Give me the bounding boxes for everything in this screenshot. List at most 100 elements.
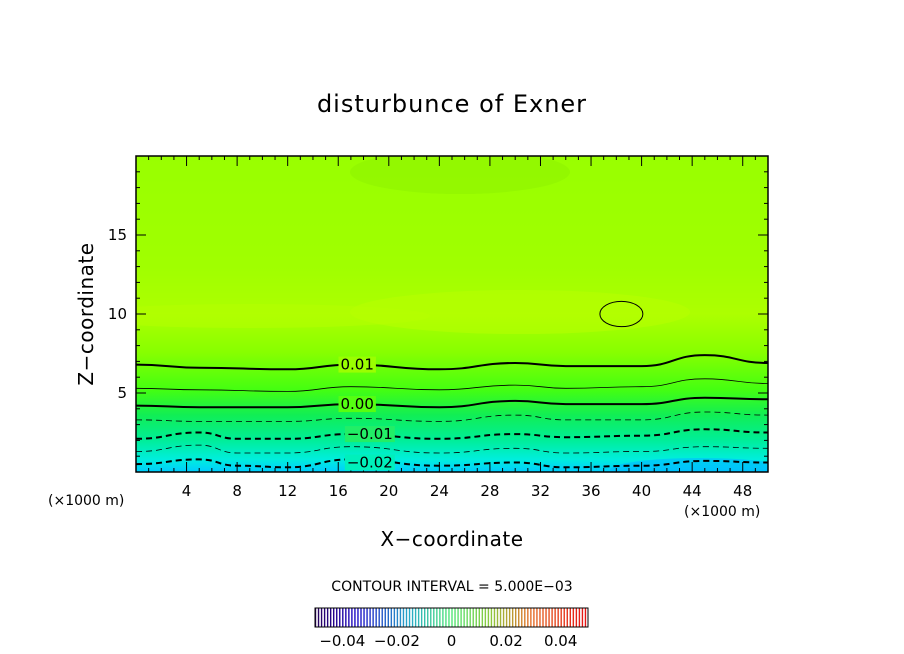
colorbar-cell <box>545 608 549 627</box>
colorbar-cell <box>469 608 473 627</box>
colorbar-cell <box>393 608 397 627</box>
colorbar-cell <box>427 608 431 627</box>
colorbar-cell <box>333 608 337 627</box>
colorbar-cell <box>330 608 334 627</box>
colorbar-cell <box>563 608 567 627</box>
contour-line <box>136 396 768 409</box>
colorbar-cell <box>478 608 482 627</box>
colorbar <box>314 607 589 628</box>
contour-line <box>136 411 768 422</box>
colorbar-cell <box>378 608 382 627</box>
colorbar-cell <box>402 608 406 627</box>
colorbar-cell <box>512 608 516 627</box>
contour-line <box>136 428 768 440</box>
colorbar-cell <box>412 608 416 627</box>
colorbar-cell <box>581 608 585 627</box>
colorbar-cell <box>487 608 491 627</box>
x-axis-label: X−coordinate <box>380 527 523 551</box>
colorbar-cell <box>384 608 388 627</box>
colorbar-cell <box>457 608 461 627</box>
closed-contour <box>599 300 644 328</box>
colorbar-cell <box>409 608 413 627</box>
colorbar-cell <box>460 608 464 627</box>
x-tick-label: 4 <box>182 482 192 500</box>
x-axis-ticks: 4 8 12 16 20 24 28 32 36 40 44 48 <box>135 156 769 500</box>
colorbar-cell <box>321 608 325 627</box>
colorbar-cell <box>527 608 531 627</box>
colorbar-cell <box>518 608 522 627</box>
colorbar-cell <box>324 608 328 627</box>
colorbar-tick-label: 0.02 <box>489 632 522 650</box>
colorbar-cell <box>351 608 355 627</box>
chart-title: disturbunce of Exner <box>317 90 587 118</box>
colorbar-cell <box>475 608 479 627</box>
x-tick-label: 28 <box>480 482 499 500</box>
contour-labels: 0.01 0.00 −0.01 −0.02 <box>338 356 395 472</box>
colorbar-cell <box>327 608 331 627</box>
colorbar-cell <box>578 608 582 627</box>
y-axis-label: Z−coordinate <box>74 242 98 385</box>
upper-dark-band <box>350 156 570 194</box>
y-tick-label: 5 <box>117 384 127 402</box>
x-tick-label: 36 <box>581 482 600 500</box>
colorbar-cell <box>399 608 403 627</box>
contour-label-background <box>344 454 395 471</box>
contour-line <box>136 378 768 392</box>
colorbar-cell <box>536 608 540 627</box>
y-tick-label: 10 <box>108 305 127 323</box>
colorbar-cell <box>575 608 579 627</box>
x-axis-unit-right: (×1000 m) <box>684 504 760 520</box>
colorbar-tick-label: 0 <box>447 632 457 650</box>
colorbar-cell <box>396 608 400 627</box>
colorbar-cell <box>342 608 346 627</box>
x-tick-label: 40 <box>632 482 651 500</box>
colorbar-cell <box>551 608 555 627</box>
colorbar-cell <box>445 608 449 627</box>
x-tick-label: 8 <box>232 482 242 500</box>
contour-label-background <box>344 426 395 443</box>
colorbar-cell <box>451 608 455 627</box>
colorbar-cell <box>503 608 507 627</box>
colorbar-cell <box>430 608 434 627</box>
contour-interval-text: CONTOUR INTERVAL = 5.000E−03 <box>331 579 572 595</box>
x-tick-label: 20 <box>379 482 398 500</box>
contour-label-background <box>338 356 376 373</box>
colorbar-cell <box>366 608 370 627</box>
colorbar-cell <box>421 608 425 627</box>
contour-label: 0.00 <box>340 395 373 413</box>
colorbar-cell <box>448 608 452 627</box>
colorbar-cell <box>439 608 443 627</box>
colorbar-cell <box>381 608 385 627</box>
colorbar-cell <box>415 608 419 627</box>
colorbar-cell <box>442 608 446 627</box>
colorbar-cell <box>375 608 379 627</box>
colorbar-cell <box>345 608 349 627</box>
colorbar-cell <box>490 608 494 627</box>
x-tick-label: 16 <box>329 482 348 500</box>
contour-line <box>136 354 768 371</box>
colorbar-tick-label: −0.04 <box>319 632 365 650</box>
contour-label: 0.01 <box>340 356 373 374</box>
colorbar-cell <box>569 608 573 627</box>
colorbar-cell <box>424 608 428 627</box>
x-axis-unit-left: (×1000 m) <box>48 493 124 509</box>
contour-label: −0.01 <box>347 425 393 443</box>
colorbar-cell <box>500 608 504 627</box>
colorbar-cell <box>506 608 510 627</box>
colorbar-cell <box>560 608 564 627</box>
colorbar-cell <box>466 608 470 627</box>
colorbar-cell <box>387 608 391 627</box>
colorbar-cell <box>509 608 513 627</box>
colorbar-cell <box>463 608 467 627</box>
colorbar-cell <box>548 608 552 627</box>
contour-field <box>136 156 768 472</box>
colorbar-cell <box>533 608 537 627</box>
colorbar-cell <box>515 608 519 627</box>
colorbar-tick-labels: −0.04 −0.02 0 0.02 0.04 <box>319 632 577 650</box>
colorbar-cell <box>557 608 561 627</box>
x-tick-label: 12 <box>278 482 297 500</box>
colorbar-cell <box>542 608 546 627</box>
contour-label: −0.02 <box>347 454 393 472</box>
colorbar-frame <box>314 607 589 628</box>
colorbar-cell <box>584 608 588 627</box>
